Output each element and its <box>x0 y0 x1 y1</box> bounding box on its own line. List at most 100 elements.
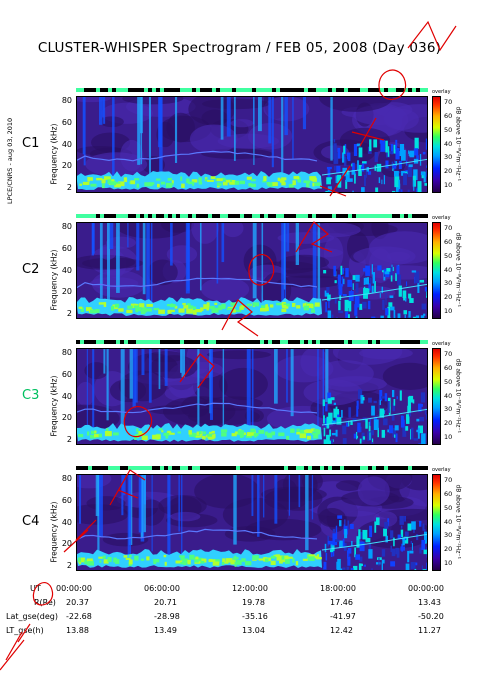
spectrogram-patch <box>335 480 363 492</box>
noise-cell <box>390 275 393 282</box>
noise-cell <box>333 138 336 143</box>
orbit-value: 13.88 <box>66 626 89 635</box>
band-cell <box>239 180 246 185</box>
band-cell <box>174 305 178 309</box>
noise-cell <box>385 293 387 305</box>
noise-cell <box>354 296 360 308</box>
noise-cell <box>381 562 384 570</box>
burst-streak <box>263 475 265 518</box>
band-cell <box>211 434 215 440</box>
noise-cell <box>423 531 427 543</box>
band-cell <box>201 435 206 440</box>
noise-cell <box>323 269 327 274</box>
spectrogram-patch <box>217 133 280 149</box>
burst-streak <box>181 475 183 563</box>
colorbar-tick-label: 70 <box>444 476 453 484</box>
noise-cell <box>423 549 427 555</box>
burst-streak <box>322 349 324 416</box>
y-tick-label: 2 <box>66 309 72 318</box>
noise-cell <box>422 523 425 531</box>
band-cell <box>250 183 256 188</box>
noise-cell <box>362 161 367 164</box>
burst-streak <box>251 349 254 429</box>
band-cell <box>78 306 83 309</box>
noise-cell <box>332 549 335 557</box>
band-cell <box>105 176 109 179</box>
band-cell <box>115 558 120 564</box>
noise-cell <box>365 277 370 285</box>
noise-cell <box>341 409 343 418</box>
noise-cell <box>327 392 332 402</box>
status-bar <box>76 340 428 344</box>
band-cell <box>160 181 166 185</box>
noise-cell <box>402 290 407 299</box>
noise-cell <box>426 165 427 168</box>
burst-streak <box>178 475 180 532</box>
noise-cell <box>332 528 336 533</box>
band-cell <box>77 558 81 562</box>
burst-streak <box>140 475 144 538</box>
noise-cell <box>351 162 355 172</box>
satellite-label: C2 <box>22 262 40 277</box>
band-cell <box>134 435 137 440</box>
noise-cell <box>335 415 338 423</box>
burst-streak <box>136 223 140 271</box>
spectrogram-patch <box>99 116 124 128</box>
band-cell <box>308 556 315 561</box>
band-cell <box>188 430 192 435</box>
burst-streak <box>138 475 142 533</box>
noise-cell <box>399 188 402 192</box>
y-tick-label: 40 <box>61 391 72 401</box>
band-cell <box>90 434 97 439</box>
band-cell <box>89 309 97 314</box>
noise-cell <box>333 152 339 164</box>
colorbar-note: overlay <box>432 89 451 95</box>
colorbar-tick-label: 20 <box>444 167 453 176</box>
burst-streak <box>98 475 103 537</box>
noise-cell <box>333 408 338 418</box>
x-tick-label: 18:00:00 <box>320 584 356 593</box>
band-cell <box>207 433 213 437</box>
band-cell <box>278 432 285 437</box>
y-tick-label: 2 <box>66 183 72 192</box>
band-cell <box>186 308 193 314</box>
band-cell <box>195 435 202 438</box>
band-cell <box>189 305 194 309</box>
noise-cell <box>325 403 328 412</box>
noise-cell <box>393 170 399 177</box>
y-tick-label: 20 <box>61 287 72 297</box>
burst-streak <box>170 223 173 266</box>
orbit-row-label: LT_gse(h) <box>6 626 44 635</box>
noise-cell <box>343 278 345 285</box>
band-cell <box>229 179 236 185</box>
noise-cell <box>333 402 337 405</box>
noise-cell <box>413 169 418 181</box>
colorbar-tick-label: 10 <box>444 433 453 441</box>
noise-cell <box>363 564 367 567</box>
band-cell <box>310 176 317 181</box>
noise-cell <box>381 549 386 557</box>
noise-cell <box>354 547 357 558</box>
noise-cell <box>397 274 402 286</box>
orbit-row-label: R(Re) <box>34 598 56 607</box>
noise-cell <box>407 550 410 563</box>
noise-cell <box>323 561 327 570</box>
noise-cell <box>327 186 332 192</box>
band-cell <box>221 429 228 433</box>
noise-cell <box>414 137 419 150</box>
band-cell <box>266 306 269 312</box>
noise-cell <box>371 316 375 318</box>
band-cell <box>246 176 252 180</box>
y-tick-label: 80 <box>61 96 72 105</box>
noise-cell <box>358 563 362 570</box>
noise-cell <box>423 313 426 316</box>
noise-cell <box>417 281 420 293</box>
burst-streak <box>330 97 333 161</box>
noise-cell <box>393 309 396 318</box>
noise-cell <box>345 311 349 318</box>
band-cell <box>221 432 227 437</box>
band-cell <box>282 558 286 563</box>
band-cell <box>123 177 128 183</box>
band-cell <box>306 435 311 440</box>
noise-cell <box>326 166 332 170</box>
